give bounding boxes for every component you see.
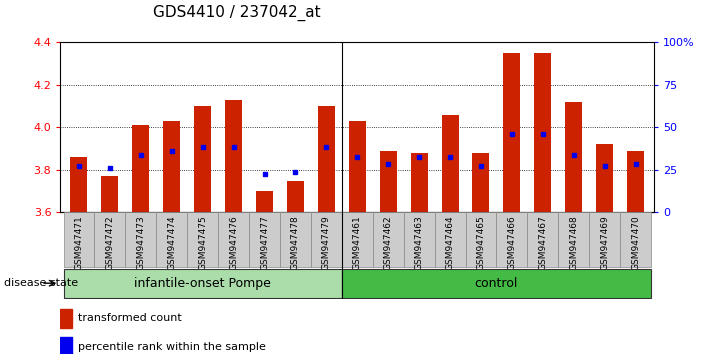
Bar <box>63 269 342 297</box>
Bar <box>125 212 156 267</box>
Bar <box>256 191 273 212</box>
Text: percentile rank within the sample: percentile rank within the sample <box>78 342 266 352</box>
Bar <box>349 121 365 212</box>
Bar <box>194 106 211 212</box>
Bar <box>496 212 528 267</box>
Text: GSM947464: GSM947464 <box>446 215 454 270</box>
Text: GSM947478: GSM947478 <box>291 215 300 270</box>
Text: GSM947472: GSM947472 <box>105 215 114 270</box>
Bar <box>70 157 87 212</box>
Text: GSM947479: GSM947479 <box>322 215 331 270</box>
Bar <box>534 53 551 212</box>
Text: GSM947474: GSM947474 <box>167 215 176 270</box>
Bar <box>187 212 218 267</box>
Text: GSM947469: GSM947469 <box>600 215 609 270</box>
Bar <box>620 212 651 267</box>
Bar <box>249 212 280 267</box>
Bar <box>596 144 613 212</box>
Bar <box>102 176 119 212</box>
Bar <box>225 100 242 212</box>
Text: GSM947467: GSM947467 <box>538 215 547 270</box>
Text: control: control <box>475 277 518 290</box>
Bar <box>565 102 582 212</box>
Bar <box>411 153 427 212</box>
Bar <box>380 151 397 212</box>
Bar <box>472 153 489 212</box>
Bar <box>63 212 95 267</box>
Text: transformed count: transformed count <box>78 313 182 323</box>
Bar <box>466 212 496 267</box>
Bar <box>280 212 311 267</box>
Bar <box>311 212 342 267</box>
Bar <box>60 309 73 328</box>
Bar <box>318 106 335 212</box>
Bar <box>528 212 558 267</box>
Bar <box>373 212 404 267</box>
Text: GSM947475: GSM947475 <box>198 215 207 270</box>
Bar <box>287 181 304 212</box>
Text: GSM947476: GSM947476 <box>229 215 238 270</box>
Bar <box>404 212 434 267</box>
Bar <box>503 53 520 212</box>
Text: disease state: disease state <box>4 278 77 288</box>
Bar <box>442 115 459 212</box>
Text: GSM947463: GSM947463 <box>415 215 424 270</box>
Bar <box>589 212 620 267</box>
Bar <box>627 151 644 212</box>
Bar <box>218 212 249 267</box>
Text: GSM947473: GSM947473 <box>137 215 145 270</box>
Text: GSM947470: GSM947470 <box>631 215 640 270</box>
Bar <box>60 337 73 354</box>
Bar <box>156 212 187 267</box>
Text: GSM947468: GSM947468 <box>570 215 578 270</box>
Bar <box>342 269 651 297</box>
Bar <box>558 212 589 267</box>
Text: GSM947462: GSM947462 <box>384 215 392 270</box>
Bar <box>342 212 373 267</box>
Text: infantile-onset Pompe: infantile-onset Pompe <box>134 277 271 290</box>
Text: GSM947461: GSM947461 <box>353 215 362 270</box>
Text: GSM947471: GSM947471 <box>75 215 83 270</box>
Bar <box>434 212 466 267</box>
Text: GSM947465: GSM947465 <box>476 215 486 270</box>
Bar <box>132 125 149 212</box>
Text: GDS4410 / 237042_at: GDS4410 / 237042_at <box>153 5 321 21</box>
Bar <box>95 212 125 267</box>
Text: GSM947477: GSM947477 <box>260 215 269 270</box>
Bar <box>164 121 181 212</box>
Text: GSM947466: GSM947466 <box>508 215 516 270</box>
